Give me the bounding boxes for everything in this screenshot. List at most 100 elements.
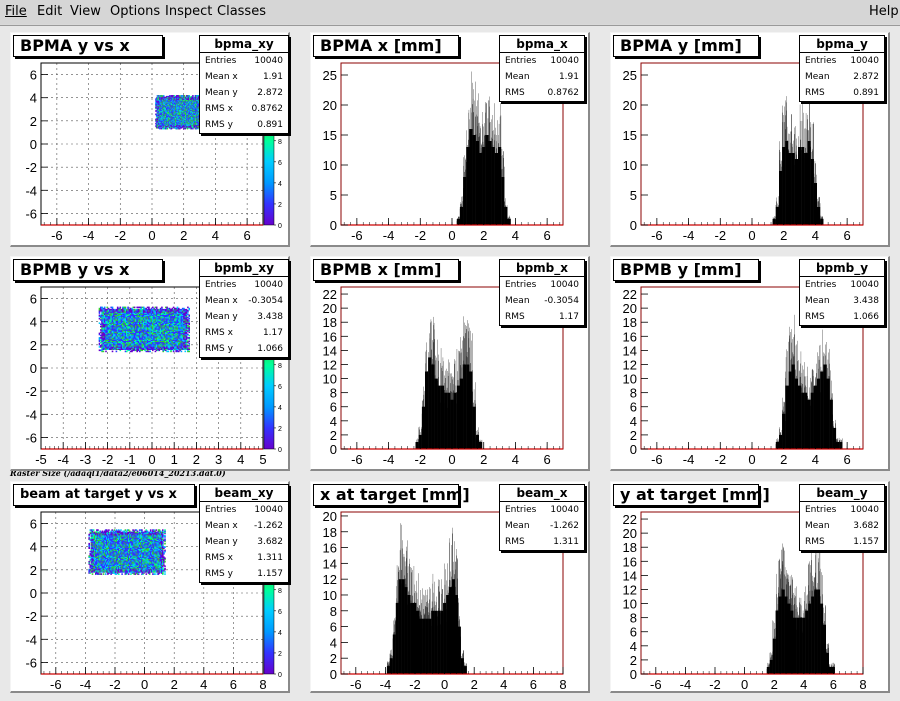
stats-row: Entries 10040 — [800, 53, 884, 69]
menu-file[interactable]: File — [5, 4, 27, 19]
heatmap-cell — [127, 307, 129, 309]
heatmap-cells — [99, 307, 190, 353]
y-tick-label: 10 — [323, 158, 337, 173]
x-tick-label: 6 — [844, 228, 851, 243]
stats-value: 10040 — [850, 53, 879, 69]
stats-key: Mean x — [205, 69, 238, 85]
color-tick-label: 6 — [278, 160, 282, 167]
heatmap-cell — [148, 307, 150, 309]
heatmap-cell — [104, 307, 106, 309]
heatmap-cell — [192, 95, 194, 97]
y-tick-label: 5 — [630, 188, 637, 203]
y-tick-label: 6 — [30, 68, 37, 83]
menu-file-label: File — [5, 4, 27, 19]
stats-value: 1.91 — [559, 69, 579, 85]
color-tick-label: 0 — [278, 223, 282, 230]
menu-options-label: Options — [110, 4, 160, 19]
heatmap-cell — [174, 95, 176, 97]
menu-view[interactable]: View — [70, 4, 101, 19]
menu-options[interactable]: Options — [110, 4, 160, 19]
stats-key: Entries — [205, 53, 236, 69]
x-tick-label: -6 — [651, 228, 663, 243]
heatmap-cell — [149, 351, 151, 353]
stats-key: RMS x — [205, 101, 233, 117]
y-tick-label: -2 — [25, 160, 37, 175]
menu-view-label: View — [70, 4, 101, 19]
stats-value: 0.891 — [853, 85, 879, 101]
menu-inspect[interactable]: Inspect — [165, 4, 212, 19]
y-tick-label: 4 — [30, 91, 37, 106]
stats-value: 10040 — [550, 53, 579, 69]
heatmap-cell — [163, 95, 165, 97]
color-palette-bar — [264, 120, 274, 225]
stats-key: Entries — [805, 53, 836, 69]
stats-histogram-name: bpma_x — [500, 36, 584, 53]
y-tick-label: 20 — [623, 98, 637, 113]
stats-value: 1.91 — [263, 69, 283, 85]
pad-title: BPMA x [mm] — [313, 35, 459, 57]
stats-histogram-name: bpma_xy — [200, 36, 288, 53]
x-tick-label: 4 — [512, 228, 519, 243]
stats-row: Mean 2.872 — [800, 69, 884, 85]
y-tick-label: 0 — [330, 218, 337, 233]
heatmap-cell — [112, 351, 114, 353]
menu-help[interactable]: Help — [869, 4, 899, 19]
y-tick-label: 15 — [623, 128, 637, 143]
menu-classes[interactable]: Classes — [217, 4, 266, 19]
x-tick-label: -4 — [83, 228, 95, 243]
stats-row: Entries 10040 — [200, 53, 288, 69]
x-tick-label: 2 — [780, 228, 787, 243]
pad-title: BPMA y vs x — [13, 35, 163, 57]
stats-histogram-name: bpma_y — [800, 36, 884, 53]
heatmap-cell — [163, 128, 165, 130]
heatmap-cell — [184, 128, 186, 130]
color-tick-label: 2 — [278, 202, 282, 209]
y-tick-label: 20 — [323, 98, 337, 113]
stats-value: 10040 — [254, 53, 283, 69]
stats-key: Mean y — [205, 85, 238, 101]
stats-value: 0.891 — [257, 117, 283, 133]
color-tick-label: 4 — [278, 181, 282, 188]
heatmap-cell — [188, 95, 190, 97]
stats-key: Mean — [805, 69, 830, 85]
heatmap-cell — [105, 351, 107, 353]
y-tick-label: 25 — [623, 68, 637, 83]
stats-row: Mean x 1.91 — [200, 69, 288, 85]
x-tick-label: -2 — [115, 228, 127, 243]
heatmap-cell — [191, 128, 193, 130]
stats-row: Mean y 2.872 — [200, 85, 288, 101]
histogram — [773, 91, 824, 225]
heatmap-cell — [156, 307, 158, 309]
y-tick-label: -4 — [25, 183, 37, 198]
y-tick-label: 10 — [623, 158, 637, 173]
stats-key: RMS — [505, 85, 525, 101]
x-tick-label: -2 — [715, 228, 727, 243]
color-tick-label: 8 — [278, 139, 282, 146]
y-tick-label: 0 — [30, 137, 37, 152]
heatmap-cell — [125, 307, 127, 309]
heatmap-cell — [161, 128, 163, 130]
menu-edit[interactable]: Edit — [37, 4, 62, 19]
stats-value: 2.872 — [853, 69, 879, 85]
x-tick-label: -6 — [351, 228, 363, 243]
menu-edit-label: Edit — [37, 4, 62, 19]
root-canvas[interactable]: Raster Size (/adaql1/data2/e06014_20213.… — [0, 25, 900, 701]
pad-title: BPMA y [mm] — [613, 35, 759, 57]
heatmap-cell — [184, 95, 186, 97]
y-tick-label: 2 — [30, 114, 37, 129]
stats-value: 0.8762 — [252, 101, 284, 117]
stats-value: 2.872 — [257, 85, 283, 101]
x-tick-label: 0 — [448, 228, 455, 243]
